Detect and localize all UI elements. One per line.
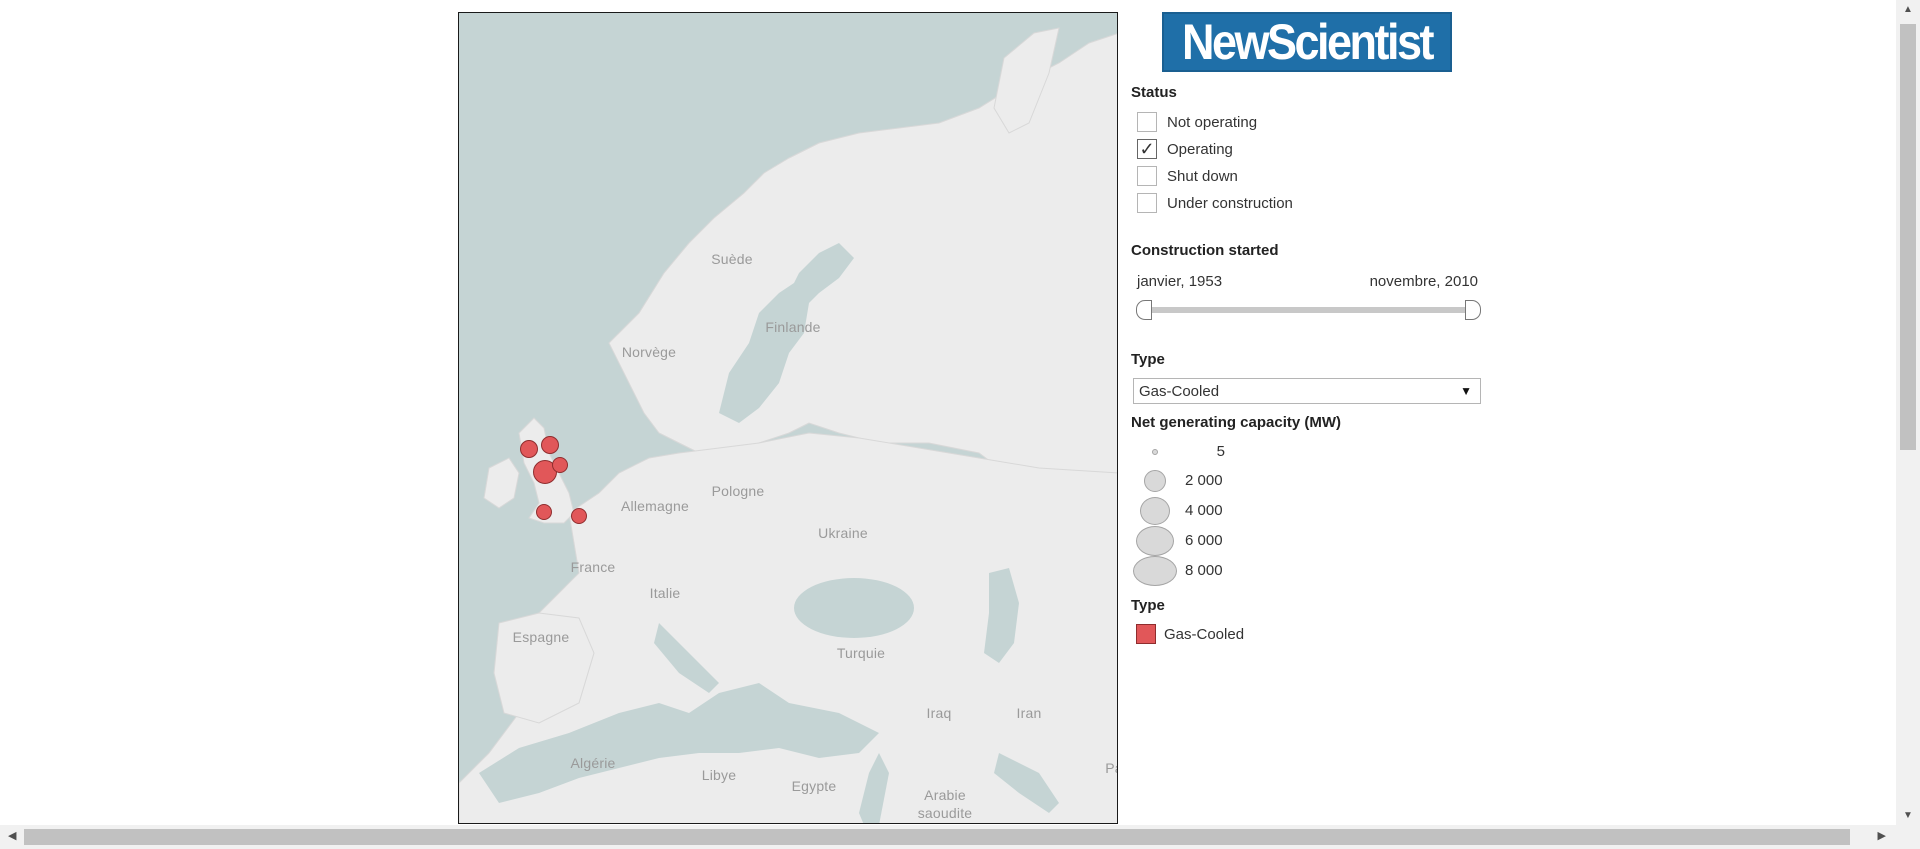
label-algerie: Algérie [570, 755, 616, 771]
check-icon: ✓ [1139, 138, 1155, 159]
capacity-legend-label: 4 000 [1185, 502, 1223, 519]
status-option-label: Shut down [1167, 167, 1238, 185]
scroll-left-arrow-icon[interactable]: ◀ [8, 830, 17, 842]
label-iran: Iran [1016, 705, 1042, 721]
size-circle-icon [1144, 470, 1166, 492]
label-italie: Italie [649, 585, 681, 601]
capacity-legend-item: 6 000 [1131, 526, 1331, 556]
size-circle-icon [1133, 556, 1177, 586]
logo-text: NewScientist [1181, 12, 1435, 71]
capacity-legend-label: 6 000 [1185, 532, 1223, 549]
color-swatch [1136, 624, 1156, 644]
plant-marker[interactable] [571, 508, 587, 524]
plant-marker[interactable] [520, 440, 538, 458]
type-filter-title: Type [1131, 351, 1165, 368]
type-legend-label: Gas-Cooled [1164, 625, 1245, 643]
capacity-legend-label: 2 000 [1185, 472, 1223, 489]
status-option-label: Operating [1167, 140, 1233, 158]
label-ukraine: Ukraine [818, 525, 868, 541]
label-espagne: Espagne [512, 629, 570, 645]
capacity-legend-label: 5 [1216, 443, 1225, 460]
status-option-label: Not operating [1167, 113, 1258, 131]
status-title: Status [1131, 84, 1177, 101]
horizontal-scrollbar[interactable]: ◀ ▶ [0, 825, 1920, 849]
label-finlande: Finlande [765, 319, 821, 335]
label-pologne: Pologne [711, 483, 765, 499]
type-legend-item[interactable]: Gas-Cooled [1136, 624, 1244, 644]
capacity-legend-item: 4 000 [1131, 497, 1331, 525]
type-dropdown-value: Gas-Cooled [1139, 382, 1220, 400]
plant-marker[interactable] [552, 457, 568, 473]
range-start-label: janvier, 1953 [1137, 273, 1223, 290]
newscientist-logo[interactable]: NewScientist [1162, 12, 1452, 72]
status-option-operating[interactable]: ✓ Operating [1137, 139, 1233, 159]
checkbox[interactable] [1137, 193, 1157, 213]
status-option-under-construction[interactable]: Under construction [1137, 193, 1293, 213]
capacity-legend-item: 2 000 [1131, 467, 1331, 495]
checkbox[interactable] [1137, 112, 1157, 132]
map-background [459, 13, 1117, 823]
size-circle-icon [1140, 497, 1170, 525]
label-egypte: Egypte [791, 778, 837, 794]
label-iraq: Iraq [926, 705, 952, 721]
status-option-not-operating[interactable]: Not operating [1137, 112, 1257, 132]
range-slider-track[interactable] [1143, 307, 1473, 313]
label-arabie: Arabie [924, 787, 966, 803]
status-option-label: Under construction [1167, 194, 1293, 212]
status-option-shut-down[interactable]: Shut down [1137, 166, 1238, 186]
range-slider-end-handle[interactable] [1465, 300, 1481, 320]
plant-marker[interactable] [541, 436, 559, 454]
vertical-scrollbar[interactable]: ▲ ▼ [1896, 0, 1920, 825]
range-end-label: novembre, 2010 [1369, 273, 1478, 290]
label-saoudite: saoudite [917, 805, 973, 821]
label-suede: Suède [711, 251, 753, 267]
label-france: France [570, 559, 616, 575]
capacity-legend-label: 8 000 [1185, 562, 1223, 579]
capacity-legend-item: 8 000 [1131, 556, 1331, 586]
horizontal-scroll-thumb[interactable] [24, 829, 1850, 845]
checkbox[interactable] [1137, 166, 1157, 186]
label-turquie: Turquie [836, 645, 886, 661]
label-allemagne: Allemagne [621, 498, 689, 514]
label-norvege: Norvège [621, 344, 677, 360]
type-dropdown[interactable]: Gas-Cooled ▼ [1133, 378, 1481, 404]
vertical-scroll-thumb[interactable] [1900, 24, 1916, 450]
range-slider-start-handle[interactable] [1136, 300, 1152, 320]
plant-marker[interactable] [536, 504, 552, 520]
size-circle-icon [1152, 449, 1158, 455]
caret-down-icon[interactable]: ▼ [1460, 384, 1472, 398]
map[interactable]: Suède Finlande Norvège Allemagne Pologne… [458, 12, 1118, 824]
scroll-down-arrow-icon[interactable]: ▼ [1903, 810, 1913, 821]
scroll-up-arrow-icon[interactable]: ▲ [1903, 4, 1913, 15]
type-legend-title: Type [1131, 597, 1165, 614]
capacity-legend-title: Net generating capacity (MW) [1131, 414, 1342, 431]
label-libye: Libye [701, 767, 737, 783]
checkbox-checked[interactable]: ✓ [1137, 139, 1157, 159]
size-circle-icon [1136, 526, 1174, 556]
label-pa: Pa [1105, 760, 1117, 776]
scroll-right-arrow-icon[interactable]: ▶ [1877, 830, 1886, 842]
construction-title: Construction started [1131, 242, 1279, 259]
capacity-legend-item: 5 [1131, 438, 1331, 466]
